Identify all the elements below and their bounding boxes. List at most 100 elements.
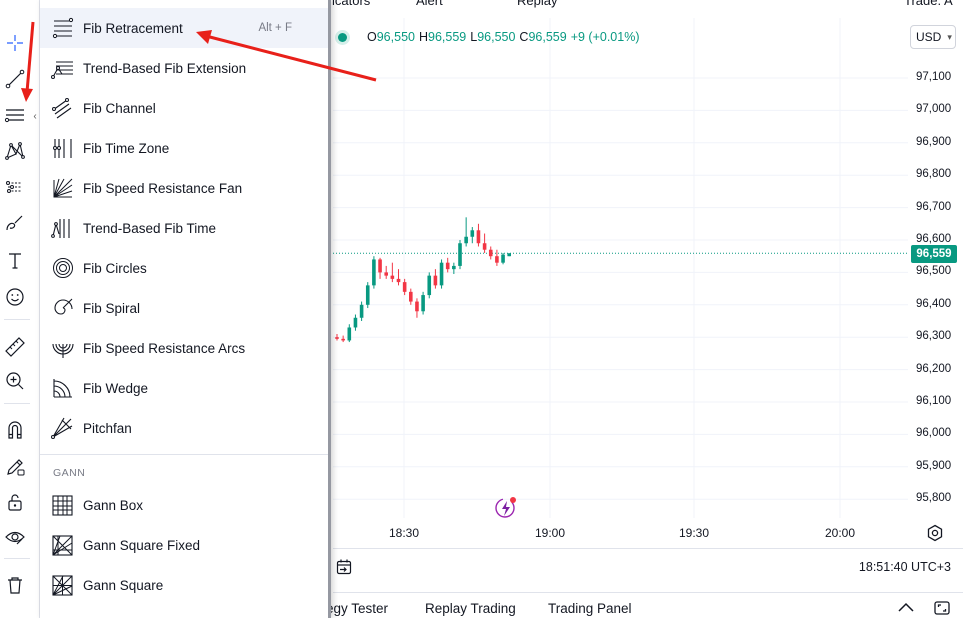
menu-item-label: Fib Spiral (83, 300, 141, 316)
gann-section-header: GANN (53, 467, 86, 479)
chart-settings-icon[interactable] (926, 524, 944, 542)
measure-tool[interactable] (0, 332, 30, 362)
candle (507, 253, 511, 257)
menu-item-gann-box[interactable]: Gann Box (40, 485, 328, 525)
candle (409, 288, 413, 305)
menu-item-label: Trend-Based Fib Time (83, 220, 217, 236)
price-axis-label: 96,000 (916, 427, 952, 440)
lock-drawings-tool[interactable] (0, 487, 30, 517)
magnet-icon (8, 421, 22, 439)
candle (445, 257, 450, 273)
candle (501, 252, 505, 265)
menu-item-fib-retracement[interactable]: Fib Retracement Alt + F (40, 8, 328, 48)
chevron-left-icon[interactable]: ‹ (33, 110, 37, 122)
fib-speed-resistance-fan-icon (53, 178, 73, 198)
last-price-label: 96,559 (911, 245, 957, 263)
forecasting-tool[interactable] (0, 172, 30, 202)
menu-item-trend-based-fib-time[interactable]: Trend-Based Fib Time (40, 208, 328, 248)
trend-line-icon (5, 69, 25, 89)
menu-item-gann-square[interactable]: Gann Square (40, 565, 328, 605)
currency-selector[interactable]: USD ▾ (910, 25, 956, 49)
drawing-toolbar: ‹ (0, 0, 40, 618)
price-axis-label: 96,400 (916, 297, 952, 310)
menu-item-fib-spiral[interactable]: Fib Spiral (40, 288, 328, 328)
fib-retracement-icon (4, 109, 24, 123)
utc-clock[interactable]: 18:51:40 UTC+3 (858, 560, 951, 574)
brush-tool[interactable] (0, 208, 30, 238)
gann-box-icon (52, 495, 73, 516)
stay-in-drawing-mode-tool[interactable] (0, 452, 30, 482)
menu-item-gann-square-fixed[interactable]: Gann Square Fixed (40, 525, 328, 565)
menu-item-label: Fib Speed Resistance Fan (83, 180, 243, 196)
lightning-badge-icon[interactable] (495, 497, 516, 518)
magnet-tool[interactable] (0, 415, 30, 445)
menu-item-fib-channel[interactable]: Fib Channel (40, 88, 328, 128)
bottom-panel-tabs: egy Tester Replay Trading Trading Panel (326, 592, 963, 618)
unlock-icon (8, 494, 22, 511)
ohlc-change: +9 (+0.01%) (570, 30, 640, 44)
zoom-in-tool[interactable] (0, 366, 30, 396)
tab-replay-trading[interactable]: Replay Trading (425, 601, 516, 616)
fib-tools-group[interactable] (0, 100, 30, 130)
remove-drawings-tool[interactable] (0, 570, 30, 600)
menu-item-fib-speed-resistance-arcs[interactable]: Fib Speed Resistance Arcs (40, 328, 328, 368)
price-axis-label: 96,300 (916, 330, 952, 343)
menu-item-label: Fib Channel (83, 100, 156, 116)
alert-button[interactable]: Alert (416, 0, 443, 8)
menu-item-label: Fib Speed Resistance Arcs (83, 340, 246, 356)
fib-retracement-icon (52, 17, 74, 39)
ohlc-low-value: 96,550 (477, 30, 516, 44)
pitchfan-icon (51, 417, 73, 439)
hide-drawings-tool[interactable] (0, 522, 30, 552)
tab-trading-panel[interactable]: Trading Panel (548, 601, 632, 616)
calendar-goto-icon[interactable] (335, 558, 353, 576)
fib-circles-icon (53, 258, 73, 278)
price-axis-label: 96,500 (916, 265, 952, 278)
toolbar-divider (4, 558, 30, 559)
time-axis-label: 18:30 (389, 526, 420, 540)
fib-speed-resistance-arcs-icon (52, 343, 74, 358)
crosshair-icon (7, 35, 23, 51)
price-axis[interactable]: 97,100 97,000 96,900 96,800 96,700 96,600 96,5… (908, 50, 963, 520)
menu-item-fib-circles[interactable]: Fib Circles (40, 248, 328, 288)
indicators-button[interactable]: icators (332, 0, 371, 8)
maximize-icon[interactable] (933, 599, 951, 617)
trade-button[interactable]: Trade. A (904, 0, 953, 8)
menu-item-fib-time-zone[interactable]: Fib Time Zone (40, 128, 328, 168)
candle (452, 262, 456, 275)
trend-line-tool[interactable] (0, 64, 30, 94)
menu-item-fib-wedge[interactable]: Fib Wedge (40, 368, 328, 408)
menu-item-fib-speed-resistance-fan[interactable]: Fib Speed Resistance Fan (40, 168, 328, 208)
chevron-down-icon: ▾ (947, 31, 952, 42)
time-axis[interactable]: 18:30 19:00 19:30 20:00 (333, 520, 908, 546)
ruler-icon (5, 337, 25, 357)
menu-item-pitchfan[interactable]: Pitchfan (40, 408, 328, 448)
crosshair-tool[interactable] (0, 28, 30, 58)
candle (488, 246, 493, 260)
time-axis-label: 20:00 (825, 526, 856, 540)
menu-item-trend-based-fib-extension[interactable]: Trend-Based Fib Extension (40, 48, 328, 88)
tab-strategy-tester[interactable]: egy Tester (326, 601, 389, 616)
text-tool[interactable] (0, 246, 30, 276)
icons-tool[interactable] (0, 282, 30, 312)
candle (402, 278, 407, 296)
eye-icon (5, 531, 25, 545)
replay-button[interactable]: Replay (517, 0, 558, 8)
chart-bottom-divider (333, 548, 963, 549)
price-chart[interactable] (333, 18, 908, 548)
candle (396, 269, 401, 286)
menu-item-label: Gann Square (83, 577, 164, 593)
menu-item-label: Gann Square Fixed (83, 537, 201, 553)
price-axis-label: 97,000 (916, 103, 952, 116)
candle (421, 291, 425, 315)
patterns-tool[interactable] (0, 136, 30, 166)
candle (482, 233, 487, 253)
menu-item-label: Gann Box (83, 497, 144, 513)
chevron-up-icon[interactable] (896, 599, 916, 615)
candle (353, 314, 358, 331)
ohlc-close-value: 96,559 (528, 30, 567, 44)
gann-square-fixed-icon (52, 535, 73, 556)
price-axis-label: 97,100 (916, 71, 952, 83)
candle (347, 324, 352, 343)
toolbar-divider (4, 319, 30, 320)
